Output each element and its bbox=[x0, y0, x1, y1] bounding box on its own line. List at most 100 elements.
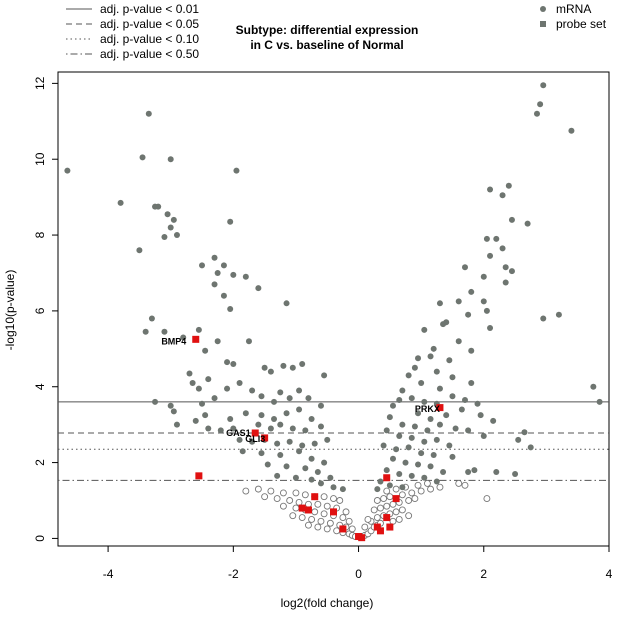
mrna-point bbox=[461, 264, 468, 271]
chart-title: Subtype: differential expression in C vs… bbox=[236, 23, 419, 52]
mrna-point bbox=[533, 110, 540, 117]
probe-set-point bbox=[330, 508, 337, 516]
axes: -4 -2 0 2 4 0 2 4 6 8 10 12 bbox=[33, 76, 612, 581]
mrna-point bbox=[302, 465, 309, 472]
mrna-point bbox=[493, 469, 500, 476]
mrna-point-open bbox=[323, 525, 331, 533]
mrna-point-open bbox=[273, 495, 281, 503]
mrna-point-open bbox=[436, 483, 444, 491]
mrna-point-open bbox=[427, 485, 435, 493]
mrna-point-open bbox=[279, 489, 287, 497]
mrna-point-open bbox=[405, 497, 413, 504]
mrna-point bbox=[480, 433, 487, 440]
mrna-point bbox=[152, 398, 159, 405]
type-legend-label-0: mRNA bbox=[556, 2, 591, 16]
mrna-point-open bbox=[386, 493, 394, 501]
mrna-point bbox=[305, 395, 312, 402]
y-tick-label-4: 8 bbox=[33, 231, 47, 238]
probe-set-point bbox=[261, 434, 269, 442]
mrna-point bbox=[217, 427, 224, 434]
threshold-legend-label-0: adj. p-value < 0.01 bbox=[100, 2, 199, 16]
mrna-point bbox=[427, 415, 434, 422]
mrna-point bbox=[465, 427, 472, 434]
mrna-point bbox=[161, 328, 168, 335]
mrna-point bbox=[195, 385, 202, 392]
mrna-point-open bbox=[317, 517, 325, 525]
mrna-point bbox=[292, 474, 299, 481]
mrna-point bbox=[380, 442, 387, 449]
mrna-point bbox=[449, 453, 456, 460]
mrna-point bbox=[242, 410, 249, 417]
mrna-point bbox=[199, 400, 206, 407]
mrna-point bbox=[236, 379, 243, 386]
mrna-point bbox=[211, 281, 218, 288]
mrna-point bbox=[433, 368, 440, 375]
mrna-point bbox=[311, 440, 318, 447]
mrna-point-open bbox=[483, 495, 491, 503]
mrna-point bbox=[436, 421, 443, 428]
mrna-point bbox=[255, 421, 262, 428]
mrna-point bbox=[277, 421, 284, 428]
mrna-point bbox=[421, 398, 428, 405]
mrna-point bbox=[227, 306, 234, 312]
mrna-point bbox=[465, 469, 472, 476]
mrna-point bbox=[493, 235, 500, 242]
mrna-point bbox=[64, 167, 71, 174]
mrna-point bbox=[440, 321, 447, 328]
mrna-point-open bbox=[305, 500, 312, 508]
threshold-legend-label-1: adj. p-value < 0.05 bbox=[100, 17, 199, 31]
mrna-point bbox=[524, 220, 531, 227]
mrna-point-open bbox=[383, 502, 391, 510]
mrna-point bbox=[283, 410, 290, 417]
x-tick-label-0: -4 bbox=[103, 567, 114, 581]
mrna-point-open bbox=[330, 495, 337, 503]
mrna-point bbox=[449, 374, 456, 381]
mrna-point-open bbox=[389, 517, 397, 525]
mrna-point-open bbox=[370, 506, 378, 514]
mrna-point-open bbox=[423, 479, 431, 487]
mrna-point bbox=[117, 199, 124, 206]
x-tick-label-2: 0 bbox=[355, 567, 362, 581]
mrna-point bbox=[145, 110, 152, 117]
y-axis-label: -log10(p-value) bbox=[3, 270, 17, 351]
probe-set-point bbox=[298, 504, 306, 512]
mrna-point bbox=[299, 360, 306, 367]
mrna-point bbox=[271, 398, 278, 405]
mrna-point bbox=[227, 218, 234, 225]
mrna-point-open bbox=[380, 495, 388, 503]
mrna-point bbox=[202, 347, 209, 354]
mrna-point-open bbox=[414, 481, 422, 489]
mrna-point bbox=[277, 389, 284, 396]
gene-label-1: GAS1 bbox=[226, 428, 251, 438]
mrna-point bbox=[418, 450, 425, 457]
mrna-point bbox=[152, 203, 159, 210]
mrna-point bbox=[540, 315, 547, 322]
probe-set-point bbox=[195, 472, 203, 480]
mrna-point bbox=[427, 353, 434, 360]
mrna-point bbox=[167, 402, 174, 409]
mrna-point bbox=[302, 427, 309, 434]
mrna-point-open bbox=[377, 504, 384, 512]
probe-set-point bbox=[251, 429, 259, 437]
mrna-point-open bbox=[398, 491, 406, 499]
mrna-point bbox=[261, 364, 268, 371]
mrna-point bbox=[396, 433, 403, 440]
gene-label-0: BMP4 bbox=[161, 336, 186, 346]
mrna-point bbox=[446, 357, 453, 364]
mrna-point bbox=[455, 338, 462, 345]
threshold-legend-label-3: adj. p-value < 0.50 bbox=[100, 47, 199, 61]
mrna-point bbox=[487, 324, 494, 331]
mrna-point bbox=[283, 300, 290, 307]
mrna-point bbox=[258, 393, 265, 400]
mrna-point bbox=[167, 224, 174, 231]
mrna-point bbox=[267, 368, 274, 375]
threshold-legend-label-2: adj. p-value < 0.10 bbox=[100, 32, 199, 46]
mrna-point bbox=[396, 470, 403, 477]
mrna-point bbox=[521, 429, 528, 436]
mrna-point bbox=[374, 486, 381, 493]
mrna-point-open bbox=[298, 514, 306, 522]
mrna-point-open bbox=[261, 493, 269, 501]
mrna-point bbox=[408, 395, 415, 402]
mrna-point bbox=[308, 476, 315, 483]
